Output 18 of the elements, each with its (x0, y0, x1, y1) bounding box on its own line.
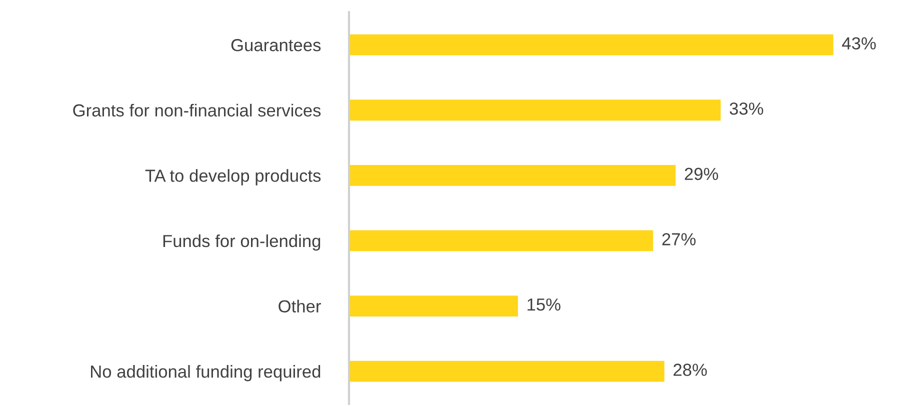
data-label: 15% (528, 298, 560, 311)
data-label: 43% (842, 37, 876, 50)
y-tick-label: Guarantees (231, 38, 321, 52)
bar (349, 360, 664, 382)
data-label: 33% (730, 102, 764, 115)
bar (349, 296, 518, 316)
y-tick-label: TA to develop products (145, 169, 321, 186)
y-tick-label: Grants for non-financial services (73, 104, 321, 117)
y-tick-label: Funds for on-lending (163, 234, 320, 251)
bar (349, 100, 721, 121)
bar (349, 230, 654, 252)
data-label: 27% (662, 233, 696, 246)
bar (349, 164, 676, 186)
bar (349, 34, 834, 56)
data-label: 29% (684, 168, 718, 180)
data-label: 28% (674, 364, 707, 376)
y-tick-label: Other (278, 300, 321, 312)
y-tick-label: No additional funding required (91, 365, 320, 382)
